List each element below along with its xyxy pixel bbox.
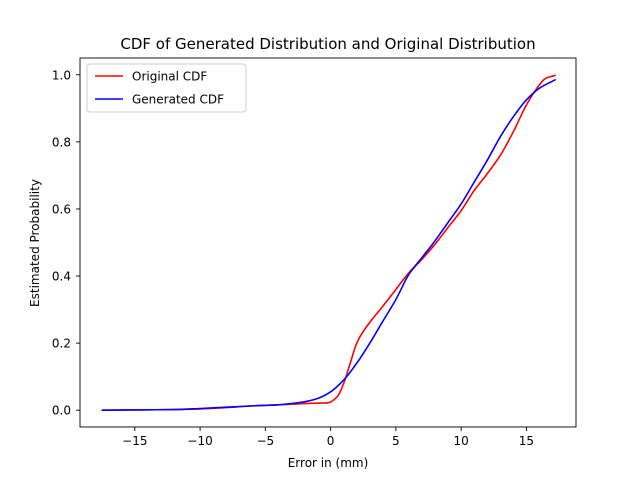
- x-axis-label: Error in (mm): [288, 456, 369, 470]
- y-axis-label: Estimated Probability: [28, 179, 42, 307]
- y-tick-label: 1.0: [52, 68, 71, 82]
- x-tick-label: −15: [122, 434, 147, 448]
- legend-label-0: Original CDF: [132, 70, 207, 84]
- legend-box: [86, 63, 247, 113]
- chart-title: CDF of Generated Distribution and Origin…: [120, 35, 535, 53]
- x-tick-label: 10: [453, 434, 468, 448]
- plot-area: −15 −10 −5 0 5 10 15 0.0 0.2 0.4 0.6 0.8 1.0 Original…: [52, 57, 577, 448]
- x-tick-label: 0: [327, 434, 335, 448]
- legend: Original CDF Generated CDF: [86, 63, 247, 113]
- y-tick-label: 0.8: [52, 135, 71, 149]
- y-tick-label: 0.0: [52, 404, 71, 418]
- y-tick-label: 0.4: [52, 270, 71, 284]
- axes-frame: [79, 57, 577, 428]
- x-tick-label: −10: [187, 434, 212, 448]
- y-tick-label: 0.6: [52, 202, 71, 216]
- x-tick-label: −5: [256, 434, 274, 448]
- y-tick-label: 0.2: [52, 337, 71, 351]
- x-tick-label: 5: [392, 434, 400, 448]
- x-tick-label: 15: [519, 434, 534, 448]
- legend-label-1: Generated CDF: [132, 93, 224, 107]
- series-line-1: [101, 79, 556, 412]
